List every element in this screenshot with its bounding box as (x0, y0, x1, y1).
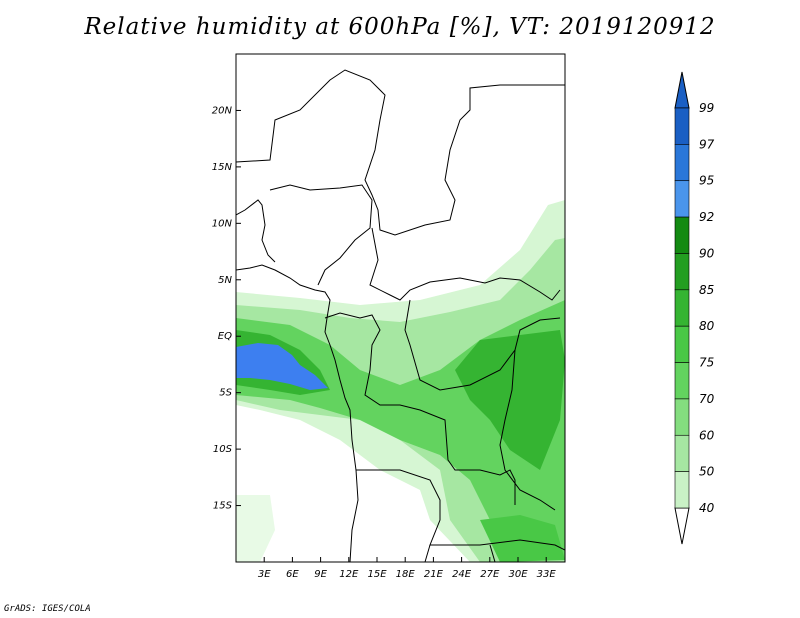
colorbar-over-arrow (674, 71, 690, 109)
border-south (424, 544, 496, 562)
lat-tick-label: 10S (213, 444, 233, 455)
lon-tick-label: 15E (367, 569, 387, 580)
border-great-lakes (499, 349, 556, 511)
colorbar-level-label: 99 (699, 101, 714, 115)
colorbar-level-label: 85 (699, 283, 714, 297)
lat-tick-label: 20N (212, 105, 233, 116)
border-drc-east (404, 299, 561, 391)
colorbar-level-label: 97 (699, 137, 715, 151)
colorbar-bin (674, 289, 690, 327)
lon-tick-label: 6E (286, 569, 299, 580)
colorbar-bin (674, 398, 690, 436)
border-sahel (236, 69, 565, 236)
colorbar-bin (674, 325, 690, 363)
lat-tick-label: 15N (212, 162, 233, 173)
colorbar-bin (674, 434, 690, 472)
lon-tick-label: 3E (258, 569, 271, 580)
colorbar-level-label: 60 (699, 428, 715, 442)
chart-title: Relative humidity at 600hPa [%], VT: 201… (84, 14, 716, 40)
humidity-zone-95 (236, 343, 328, 390)
humidity-zone-85-south (480, 515, 565, 562)
lat-tick-label: 5S (219, 388, 232, 399)
lat-tick-label: 10N (212, 218, 233, 229)
lon-tick-label: 9E (314, 569, 327, 580)
lon-tick-label: 33E (537, 569, 557, 580)
lon-tick-label: 21E (424, 569, 444, 580)
colorbar: 40 50 60 70 75 80 85 90 92 95 97 99 (674, 71, 715, 545)
colorbar-level-label: 75 (699, 356, 714, 370)
lon-tick-label: 18E (396, 569, 416, 580)
lon-tick-label: 12E (339, 569, 359, 580)
border-congo (324, 312, 516, 505)
colorbar-level-label: 50 (699, 465, 715, 479)
colorbar-level-label: 70 (699, 392, 715, 406)
border-angola (356, 469, 565, 551)
lat-tick-label: EQ (218, 331, 232, 342)
credit-text: GrADS: IGES/COLA (4, 604, 91, 614)
lat-tick-label: 15S (213, 501, 233, 512)
lon-tick-label: 27E (480, 569, 500, 580)
colorbar-bin (674, 107, 690, 145)
country-borders (236, 69, 565, 562)
colorbar-bin (674, 144, 690, 182)
coast-west-upper (236, 199, 276, 263)
lon-tick-label: 24E (452, 569, 472, 580)
colorbar-level-label: 92 (699, 210, 714, 224)
colorbar-bin (674, 471, 690, 509)
colorbar-bin (674, 180, 690, 218)
colorbar-level-label: 40 (699, 501, 715, 515)
longitude-axis: 3E 6E 9E 12E 15E 18E 21E 24E 27E 30E 33E (258, 557, 557, 580)
colorbar-under-arrow (674, 507, 690, 545)
latitude-axis: 20N 15N 10N 5N EQ 5S 10S 15S (212, 105, 241, 512)
humidity-field (236, 200, 565, 562)
colorbar-bin (674, 362, 690, 400)
lon-tick-label: 30E (508, 569, 528, 580)
colorbar-bin (674, 216, 690, 254)
border-central (369, 227, 561, 301)
colorbar-bin (674, 253, 690, 291)
colorbar-level-label: 90 (699, 246, 715, 260)
colorbar-level-label: 95 (699, 174, 714, 188)
coastline-west-africa (236, 264, 359, 562)
border-nigeria (269, 184, 373, 286)
map-frame (235, 53, 566, 563)
humidity-zone-40-south (236, 495, 275, 562)
colorbar-level-label: 80 (699, 319, 715, 333)
lat-tick-label: 5N (218, 275, 232, 286)
